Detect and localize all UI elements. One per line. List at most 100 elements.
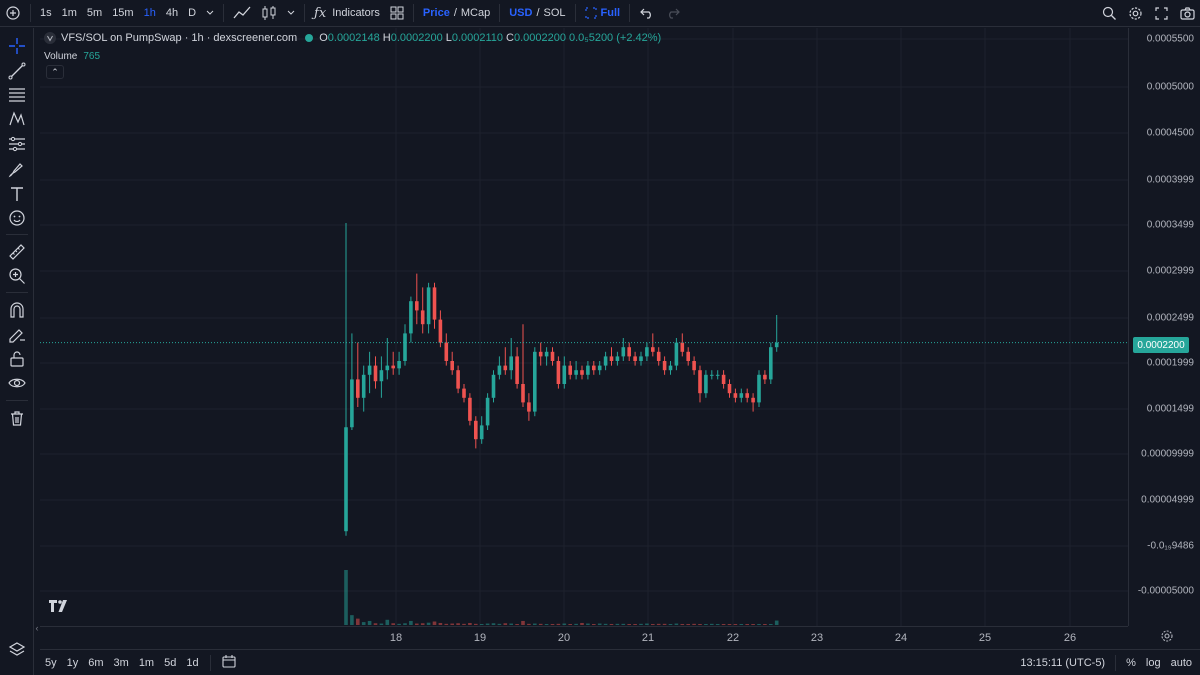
candle-body — [462, 388, 466, 398]
brush-tool-button[interactable] — [7, 159, 27, 179]
interval-d[interactable]: D — [188, 7, 197, 19]
range-1m-button[interactable]: 1m — [138, 656, 155, 669]
volume-bar — [774, 620, 779, 625]
clock[interactable]: 13:15:11 (UTC-5) — [1020, 657, 1106, 669]
usd-sol-toggle[interactable]: USD / SOL — [504, 0, 570, 27]
price-tick: 0.00009999 — [1141, 448, 1194, 460]
snapshot-button[interactable] — [1174, 0, 1200, 27]
interval-1h[interactable]: 1h — [143, 7, 156, 19]
add-symbol-button[interactable] — [0, 0, 26, 27]
range-5y-button[interactable]: 5y — [45, 656, 57, 669]
collapse-toolbar-button[interactable]: ‹ — [34, 620, 40, 636]
fib-tool-button[interactable] — [7, 85, 27, 105]
lock-drawings-button[interactable] — [7, 349, 27, 369]
smiley-icon — [9, 210, 25, 226]
fullscreen-button[interactable] — [1148, 0, 1174, 27]
price-scale[interactable]: 0.0005500 0.0005000 0.0004500 0.0003999 … — [1128, 28, 1200, 626]
candle-body — [350, 379, 354, 428]
usd-option[interactable]: USD — [509, 7, 533, 19]
symbol-title[interactable]: VFS/SOL on PumpSwap · 1h · dexscreener.c… — [61, 32, 298, 44]
range-5d-button[interactable]: 5d — [164, 656, 177, 669]
chart-type-line-button[interactable] — [228, 0, 256, 27]
range-1y-button[interactable]: 1y — [66, 656, 79, 669]
grid-icon — [390, 6, 404, 20]
candle-body — [361, 374, 366, 398]
range-1d-button[interactable]: 1d — [186, 656, 199, 669]
volume-bar — [432, 621, 437, 625]
pattern-tool-button[interactable] — [7, 109, 27, 129]
interval-15m[interactable]: 15m — [112, 7, 134, 19]
crosshair-tool-button[interactable] — [7, 36, 27, 56]
chart-type-candles-button[interactable] — [256, 0, 282, 27]
interval-1m[interactable]: 1m — [61, 7, 77, 19]
volume-bar — [674, 623, 679, 625]
low-label: L — [445, 32, 452, 44]
go-to-date-button[interactable] — [217, 654, 241, 671]
layouts-button[interactable] — [385, 0, 409, 27]
ruler-tool-button[interactable] — [7, 242, 27, 262]
price-mcap-toggle[interactable]: Price / MCap — [418, 0, 495, 27]
collapse-legend-button[interactable]: ⌃ — [46, 65, 64, 79]
volume-bar — [662, 623, 667, 625]
range-3m-button[interactable]: 3m — [113, 656, 129, 669]
volume-bar — [615, 623, 620, 625]
zoom-tool-button[interactable] — [7, 266, 27, 286]
lock-icon — [10, 351, 24, 367]
candle-body — [674, 342, 679, 366]
low-value: 0.0002110 — [451, 32, 504, 44]
scale-settings-button[interactable] — [1160, 629, 1174, 643]
candle-body — [367, 365, 372, 375]
auto-scale-toggle[interactable]: auto — [1170, 657, 1192, 669]
hide-drawings-button[interactable] — [7, 373, 27, 393]
volume-bar — [751, 624, 755, 625]
volume-bar — [592, 624, 596, 625]
full-button[interactable]: Full — [580, 0, 626, 27]
quick-search-button[interactable] — [1096, 0, 1122, 27]
remove-drawings-button[interactable] — [7, 408, 27, 428]
chart-grid — [40, 28, 1128, 626]
candle-body — [568, 365, 572, 375]
candle-body — [668, 365, 673, 371]
candle-body — [438, 319, 443, 343]
percent-scale-toggle[interactable]: % — [1126, 657, 1136, 669]
volume-bar — [651, 624, 655, 625]
candle-body — [391, 365, 395, 369]
drawing-mode-button[interactable] — [7, 325, 27, 345]
tradingview-logo[interactable] — [48, 596, 70, 616]
volume-bar — [715, 624, 720, 625]
open-value: 0.0002148 — [327, 32, 380, 44]
undo-button[interactable] — [634, 0, 660, 27]
candle-body — [479, 425, 484, 440]
time-scale[interactable]: 18 19 20 21 22 23 24 25 26 — [40, 626, 1128, 648]
candle-body — [491, 374, 496, 398]
redo-button[interactable] — [660, 0, 686, 27]
interval-dropdown-button[interactable] — [201, 0, 219, 27]
indicators-button[interactable]: ƒx Indicators — [309, 0, 385, 27]
price-tick: -0.0₁₉9486 — [1147, 540, 1194, 552]
text-tool-button[interactable] — [7, 184, 27, 204]
candle-body — [503, 365, 508, 371]
object-tree-button[interactable] — [7, 640, 27, 660]
range-6m-button[interactable]: 6m — [88, 656, 104, 669]
mcap-option[interactable]: MCap — [460, 7, 491, 19]
trend-line-tool-button[interactable] — [7, 61, 27, 81]
chart-pane[interactable] — [40, 28, 1128, 626]
price-chart[interactable] — [40, 28, 1128, 626]
interval-5m[interactable]: 5m — [86, 7, 103, 19]
interval-1s[interactable]: 1s — [40, 7, 52, 19]
sol-option[interactable]: SOL — [543, 7, 566, 19]
settings-button[interactable] — [1122, 0, 1148, 27]
price-tick: 0.00004999 — [1141, 494, 1194, 506]
price-option[interactable]: Price — [422, 7, 450, 19]
interval-4h[interactable]: 4h — [165, 7, 179, 19]
prediction-tool-button[interactable] — [7, 134, 27, 154]
volume-bar — [533, 623, 537, 625]
log-scale-toggle[interactable]: log — [1145, 657, 1161, 669]
pencil-lock-icon — [9, 329, 25, 343]
candle-body — [515, 356, 519, 384]
magnet-tool-button[interactable] — [7, 300, 27, 320]
chart-type-dropdown-button[interactable] — [282, 0, 300, 27]
full-label: Full — [600, 7, 621, 19]
text-icon — [11, 187, 23, 201]
emoji-tool-button[interactable] — [7, 208, 27, 228]
